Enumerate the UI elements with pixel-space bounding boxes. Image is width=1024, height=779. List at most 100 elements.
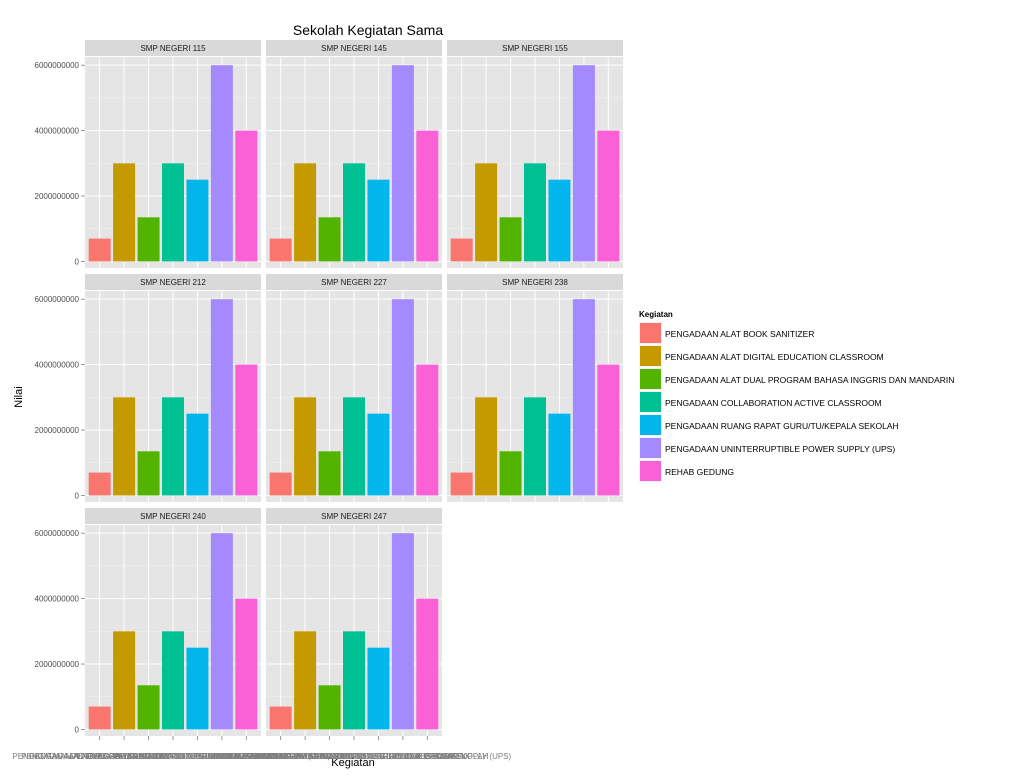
bar xyxy=(391,533,414,730)
x-tick-label: PENGADAAN RUANG RAPAT GURU/TU/KEPALA SEK… xyxy=(87,752,307,761)
x-tick-label: PENGADAAN COLLABORATION ACTIVE CLASSROOM xyxy=(71,752,275,761)
bar xyxy=(450,472,473,496)
bar xyxy=(186,647,209,730)
bar xyxy=(269,706,292,730)
x-tick-label: PENGADAAN UNINTERRUPTIBLE POWER SUPPLY (… xyxy=(295,752,512,761)
y-tick-label: 4000000000 xyxy=(35,361,80,370)
facet-panel: SMP NEGERI 238 xyxy=(447,274,623,502)
bar xyxy=(210,533,233,730)
bar xyxy=(343,631,365,730)
bar xyxy=(88,472,111,496)
bar xyxy=(416,598,439,730)
y-axis-title: Nilai xyxy=(13,386,25,407)
facet-panel: SMP NEGERI 155 xyxy=(447,40,623,268)
x-tick-label: REHAB GEDUNG xyxy=(214,752,279,761)
legend-swatch xyxy=(640,346,661,366)
bar xyxy=(137,451,160,496)
facet-strip-label: SMP NEGERI 227 xyxy=(321,278,387,287)
y-tick-label: 2000000000 xyxy=(35,426,80,435)
bar xyxy=(391,299,414,496)
bar xyxy=(343,163,365,262)
bar xyxy=(597,130,620,262)
x-tick-label: PENGADAAN ALAT DUAL PROGRAM BAHASA INGGR… xyxy=(12,752,285,761)
bar xyxy=(269,472,292,496)
bar xyxy=(113,163,136,262)
bar xyxy=(162,397,184,496)
facet-strip-label: SMP NEGERI 212 xyxy=(140,278,206,287)
legend-items: PENGADAAN ALAT BOOK SANITIZER PENGADAAN A… xyxy=(639,322,954,482)
facet-panel: SMP NEGERI 115 0 2000000000 4000000000 60000… xyxy=(35,40,261,268)
facet-strip-label: SMP NEGERI 240 xyxy=(140,512,206,521)
bar xyxy=(137,685,160,730)
bar xyxy=(186,413,209,496)
x-tick-label: REHAB GEDUNG xyxy=(395,752,460,761)
bar xyxy=(318,685,341,730)
legend-label: PENGADAAN COLLABORATION ACTIVE CLASSROOM xyxy=(665,398,882,408)
bar xyxy=(367,413,390,496)
bar xyxy=(162,631,184,730)
legend-swatch xyxy=(640,461,661,481)
x-tick-label: PENGADAAN ALAT BOOK SANITIZER xyxy=(29,752,170,761)
facet-strip xyxy=(266,508,442,524)
bar xyxy=(343,397,365,496)
legend-swatch xyxy=(640,369,661,389)
bar xyxy=(318,451,341,496)
bar xyxy=(572,299,595,496)
facet-panels: SMP NEGERI 115 0 2000000000 4000000000 60000… xyxy=(12,40,623,761)
bar xyxy=(210,65,233,262)
bar xyxy=(186,179,209,262)
facet-panel: SMP NEGERI 227 xyxy=(266,274,442,502)
x-axis-title: Kegiatan xyxy=(331,757,374,769)
bar xyxy=(572,65,595,262)
x-tick-label: PENGADAAN ALAT BOOK SANITIZER xyxy=(210,752,351,761)
bar xyxy=(294,631,317,730)
x-tick-label: PENGADAAN RUANG RAPAT GURU/TU/KEPALA SEK… xyxy=(268,752,488,761)
bar xyxy=(475,163,498,262)
legend-label: PENGADAAN UNINTERRUPTIBLE POWER SUPPLY (… xyxy=(665,444,895,454)
bar xyxy=(210,299,233,496)
facet-strip xyxy=(85,40,261,56)
bar xyxy=(162,163,184,262)
bar xyxy=(548,179,571,262)
legend-title: Kegiatan xyxy=(639,310,673,319)
bar xyxy=(416,364,439,496)
facet-strip-label: SMP NEGERI 115 xyxy=(140,44,206,53)
bar xyxy=(235,598,258,730)
facet-strip-label: SMP NEGERI 238 xyxy=(502,278,568,287)
y-tick-label: 2000000000 xyxy=(35,660,80,669)
facet-panel: SMP NEGERI 212 0 2000000000 4000000000 60000… xyxy=(35,274,261,502)
x-tick-label: PENGADAAN ALAT DUAL PROGRAM BAHASA INGGR… xyxy=(193,752,466,761)
x-tick-label: PENGADAAN UNINTERRUPTIBLE POWER SUPPLY (… xyxy=(114,752,331,761)
facet-strip xyxy=(85,274,261,290)
bar xyxy=(450,238,473,262)
bar xyxy=(294,163,317,262)
bar xyxy=(499,217,522,262)
facet-strip xyxy=(447,274,623,290)
legend-label: PENGADAAN RUANG RAPAT GURU/TU/KEPALA SEK… xyxy=(665,421,899,431)
y-tick-label: 6000000000 xyxy=(35,295,80,304)
legend-swatch xyxy=(640,438,661,458)
legend-label: PENGADAAN ALAT BOOK SANITIZER xyxy=(665,329,814,339)
bar xyxy=(269,238,292,262)
x-tick-label: PENGADAAN ALAT DIGITAL EDUCATION CLASSRO… xyxy=(21,752,227,761)
bar xyxy=(524,397,546,496)
y-tick-label: 4000000000 xyxy=(35,595,80,604)
facet-panel: SMP NEGERI 240 0 2000000000 4000000000 60000… xyxy=(12,508,331,761)
legend-swatch xyxy=(640,323,661,343)
bar xyxy=(499,451,522,496)
bar xyxy=(88,706,111,730)
bar xyxy=(113,631,136,730)
legend-label: PENGADAAN ALAT DIGITAL EDUCATION CLASSRO… xyxy=(665,352,884,362)
y-tick-label: 0 xyxy=(75,491,80,500)
legend-swatch xyxy=(640,415,661,435)
bar xyxy=(235,130,258,262)
bar xyxy=(391,65,414,262)
bar xyxy=(524,163,546,262)
bar xyxy=(475,397,498,496)
facet-strip xyxy=(266,274,442,290)
y-tick-label: 6000000000 xyxy=(35,529,80,538)
bar xyxy=(318,217,341,262)
bar xyxy=(367,647,390,730)
legend-swatch xyxy=(640,392,661,412)
chart-title: Sekolah Kegiatan Sama xyxy=(293,22,443,38)
